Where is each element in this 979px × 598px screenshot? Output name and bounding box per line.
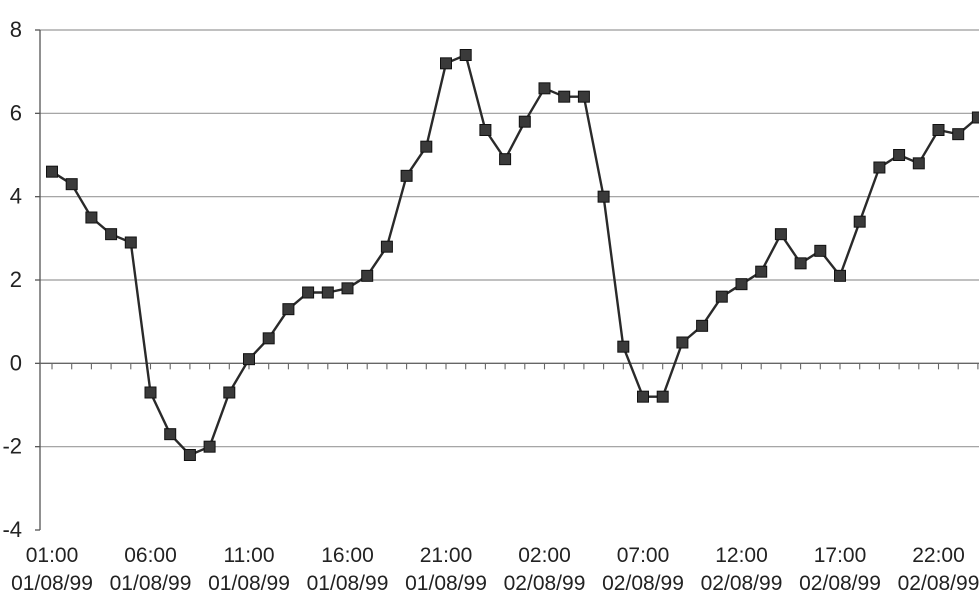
data-point [282, 303, 295, 316]
data-point [85, 211, 98, 224]
x-tick-label-time: 02:00 [518, 544, 571, 567]
data-point [912, 157, 925, 170]
data-point [637, 390, 649, 403]
x-tick-label-time: 01:00 [26, 544, 79, 567]
data-series [46, 49, 979, 461]
data-point [380, 240, 393, 253]
data-point [814, 244, 827, 257]
data-point [558, 90, 571, 103]
x-tick-label-date: 02/08/99 [898, 572, 979, 595]
data-point [932, 124, 945, 136]
data-point [420, 140, 433, 153]
data-point [105, 228, 118, 241]
y-tick-label: 8 [10, 17, 22, 42]
data-point [400, 169, 413, 182]
gridlines [40, 29, 979, 448]
data-point [518, 115, 531, 128]
data-point [203, 440, 216, 453]
y-tick-label: -2 [2, 434, 22, 459]
data-point [262, 332, 275, 345]
data-point [124, 236, 137, 249]
axes [35, 29, 979, 531]
data-point [361, 269, 374, 282]
x-tick-label-time: 11:00 [224, 544, 275, 567]
x-tick-label-date: 01/08/99 [208, 572, 290, 595]
data-point [440, 57, 452, 70]
data-point [499, 153, 512, 166]
x-tick-label-time: 16:00 [321, 544, 374, 567]
data-point [302, 286, 315, 299]
y-tick-label: 2 [10, 267, 22, 292]
data-point [893, 149, 906, 161]
data-point [774, 228, 787, 241]
y-tick-label: 0 [10, 350, 22, 375]
data-point [715, 290, 728, 303]
data-point [656, 390, 669, 403]
data-point [834, 269, 846, 282]
data-point [794, 257, 807, 270]
data-point [853, 215, 866, 228]
data-point [183, 449, 196, 461]
x-tick-label-time: 17:00 [814, 544, 867, 567]
y-tick-label: 6 [10, 100, 22, 125]
y-tick-labels: 8 6 4 2 0 -2 -4 [2, 17, 22, 542]
data-point [617, 340, 630, 353]
data-point [538, 82, 551, 95]
x-tick-label-time: 12:00 [715, 544, 768, 567]
data-point [873, 161, 886, 174]
x-tick-label-date: 02/08/99 [602, 572, 684, 595]
x-tick-label-time: 22:00 [912, 544, 965, 567]
y-tick-label: 4 [10, 184, 22, 209]
x-tick-label-date: 02/08/99 [799, 572, 881, 595]
x-tick-label-time: 21:00 [420, 544, 473, 567]
x-tick-label-date: 02/08/99 [701, 572, 783, 595]
data-point [46, 165, 58, 178]
data-point [144, 386, 157, 399]
data-point [321, 286, 334, 299]
data-point [735, 278, 748, 291]
data-point [696, 319, 709, 332]
data-point [952, 128, 965, 141]
data-point [164, 428, 177, 441]
data-point [676, 336, 689, 349]
x-tick-label-date: 01/08/99 [11, 572, 93, 595]
x-tick-label-date: 01/08/99 [405, 572, 487, 595]
x-tick-label-time: 06:00 [124, 544, 177, 567]
data-point [341, 282, 354, 295]
y-tick-label: -4 [2, 517, 22, 542]
x-tick-labels: 01:00 01/08/99 06:00 01/08/99 11:00 01/08/99 1… [11, 544, 979, 595]
data-point [971, 111, 979, 124]
data-point [755, 265, 768, 278]
data-point [223, 386, 236, 399]
data-point [577, 90, 590, 103]
data-point [243, 353, 255, 366]
data-point [65, 178, 78, 191]
data-point [459, 49, 472, 61]
data-point [479, 124, 492, 136]
series-line [51, 53, 979, 457]
x-tick-label-date: 01/08/99 [307, 572, 389, 595]
x-tick-label-time: 07:00 [617, 544, 670, 567]
x-tick-label-date: 02/08/99 [504, 572, 586, 595]
data-point [597, 190, 610, 203]
x-tick-label-date: 01/08/99 [110, 572, 192, 595]
